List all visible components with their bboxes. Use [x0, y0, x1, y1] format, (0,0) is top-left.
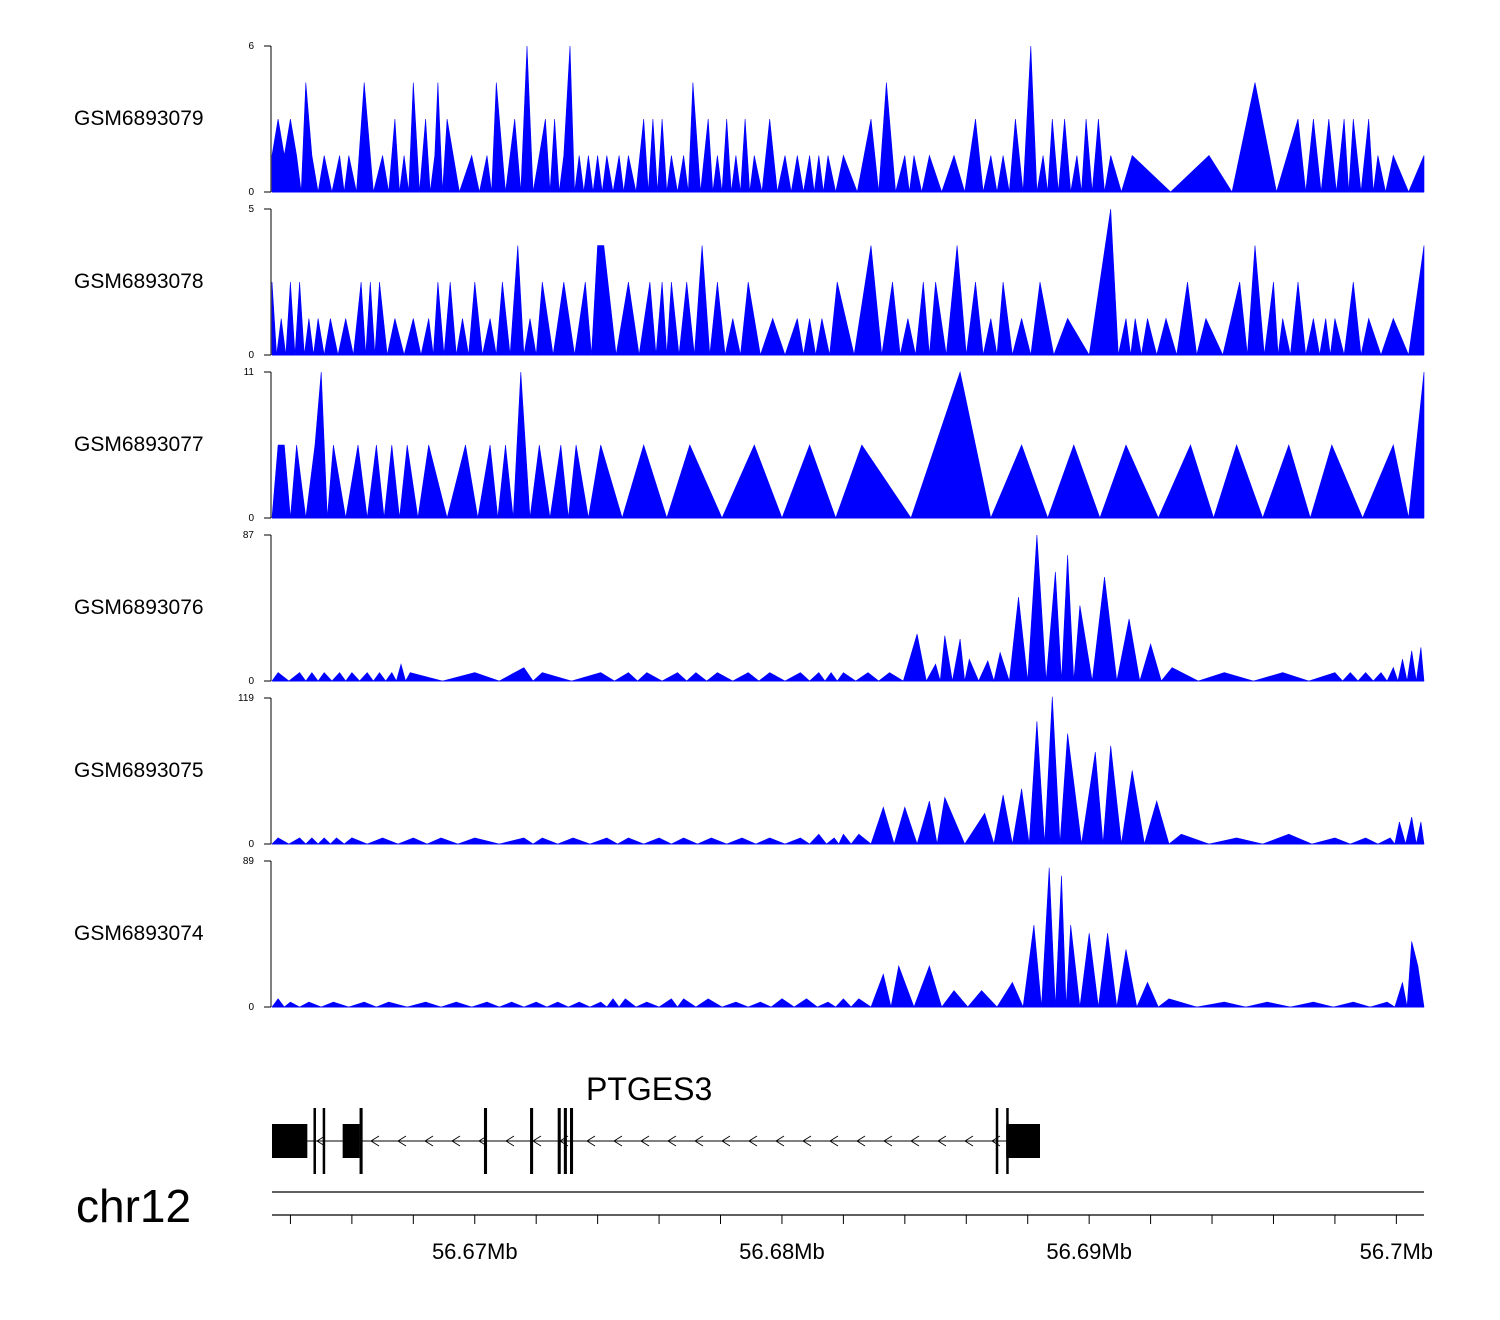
track-label: GSM6893077 [74, 433, 204, 456]
strand-arrow [964, 1135, 974, 1147]
track-GSM6893078: GSM6893078 5 0 [74, 204, 1425, 361]
axis-tick-label: 56.7Mb [1360, 1239, 1433, 1264]
y-max-label: 6 [248, 41, 254, 52]
track-label: GSM6893078 [74, 270, 204, 293]
track-GSM6893074: GSM6893074 89 0 [74, 856, 1425, 1013]
exon-line [530, 1108, 534, 1174]
strand-arrow [451, 1135, 461, 1147]
strand-arrow [856, 1135, 866, 1147]
exon-line [569, 1108, 574, 1174]
strand-arrow [748, 1135, 758, 1147]
track-GSM6893079: GSM6893079 6 0 [74, 41, 1425, 198]
strand-arrow [694, 1135, 704, 1147]
strand-arrow [829, 1135, 839, 1147]
gene-track: PTGES3 [272, 1071, 1040, 1174]
exon-line [483, 1108, 488, 1174]
strand-arrow [802, 1135, 812, 1147]
coverage-area [271, 696, 1425, 846]
y-zero-label: 0 [248, 513, 254, 524]
track-label: GSM6893074 [74, 922, 204, 945]
y-zero-label: 0 [248, 839, 254, 850]
y-zero-label: 0 [248, 1002, 254, 1013]
coverage-area [271, 370, 1425, 520]
gene-name-label: PTGES3 [586, 1071, 712, 1107]
strand-arrow [640, 1135, 650, 1147]
y-max-label: 89 [243, 856, 255, 867]
strand-arrow [883, 1135, 893, 1147]
y-max-label: 5 [248, 204, 254, 215]
strand-arrow [505, 1135, 515, 1147]
strand-arrow [721, 1135, 731, 1147]
coverage-area [271, 208, 1425, 357]
gene-model [272, 1108, 1040, 1174]
coverage-area [271, 45, 1425, 194]
y-zero-label: 0 [248, 676, 254, 687]
y-max-label: 87 [243, 530, 255, 541]
coverage-area [271, 867, 1425, 1009]
exon-line [563, 1108, 567, 1174]
exon-line [557, 1108, 561, 1174]
axis-tick-label: 56.68Mb [739, 1239, 825, 1264]
strand-arrow [316, 1135, 326, 1147]
coverage-area [271, 534, 1425, 683]
exon-block [342, 1124, 360, 1158]
track-label: GSM6893075 [74, 759, 204, 782]
strand-arrow [910, 1135, 920, 1147]
genome-axis: chr12 56.67Mb 56.68Mb 56.69Mb 56.7Mb [76, 1180, 1433, 1264]
exon-line [995, 1108, 999, 1174]
y-max-label: 119 [238, 693, 254, 704]
coverage-tracks: GSM689307960GSM689307850GSM6893077110GSM… [74, 41, 1425, 1013]
strand-arrow [370, 1135, 380, 1147]
track-label: GSM6893076 [74, 596, 204, 619]
strand-arrow [397, 1135, 407, 1147]
strand-arrow [775, 1135, 785, 1147]
track-label: GSM6893079 [74, 107, 204, 130]
strand-arrow [613, 1135, 623, 1147]
exon-block [1006, 1124, 1040, 1158]
exon-line [322, 1108, 326, 1174]
track-GSM6893077: GSM6893077 11 0 [74, 367, 1425, 524]
strand-arrow [937, 1135, 947, 1147]
y-max-label: 11 [244, 367, 255, 378]
track-GSM6893076: GSM6893076 87 0 [74, 530, 1425, 687]
exon-line [359, 1108, 363, 1174]
axis-tick-label: 56.67Mb [432, 1239, 518, 1264]
track-GSM6893075: GSM6893075 119 0 [74, 693, 1425, 850]
exon-block [272, 1124, 308, 1158]
y-zero-label: 0 [248, 350, 254, 361]
axis-ticks: 56.67Mb 56.68Mb 56.69Mb 56.7Mb [289, 1215, 1433, 1264]
y-zero-label: 0 [248, 187, 254, 198]
strand-arrow [586, 1135, 596, 1147]
chromosome-label: chr12 [76, 1180, 191, 1232]
strand-arrow [424, 1135, 434, 1147]
exon-line [313, 1108, 316, 1174]
strand-arrow [667, 1135, 677, 1147]
axis-tick-label: 56.69Mb [1046, 1239, 1132, 1264]
